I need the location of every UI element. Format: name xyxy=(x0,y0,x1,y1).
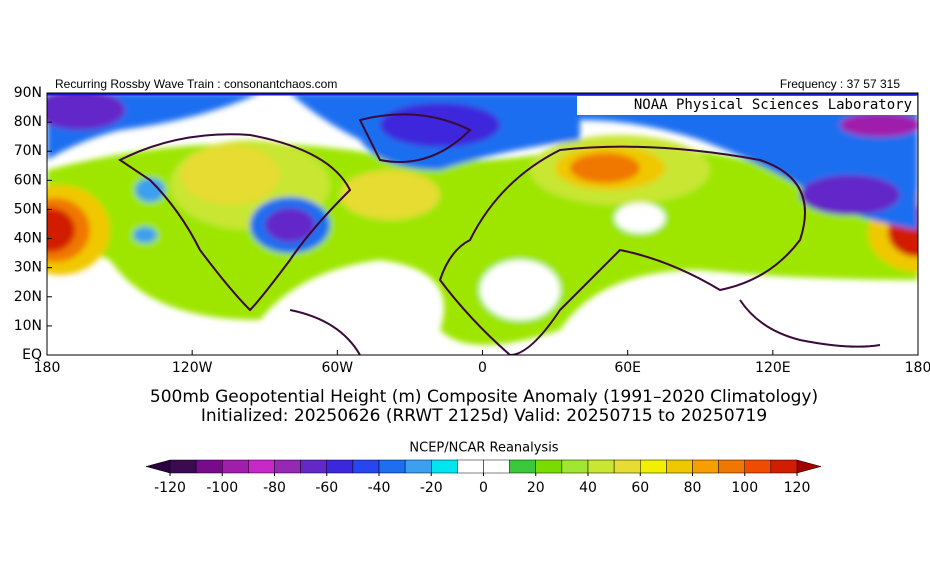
lat-tick-label: EQ xyxy=(22,347,42,363)
lat-tick-label: 90N xyxy=(14,85,42,101)
lat-tick-label: 30N xyxy=(14,260,42,276)
lat-tick-label: 60N xyxy=(14,172,42,188)
colorbar-box xyxy=(666,459,693,474)
lon-tick-label: 60E xyxy=(614,360,641,376)
lon-tick-label: 60W xyxy=(321,360,353,376)
colorbar-box xyxy=(300,459,327,474)
colorbar-tick-label: -20 xyxy=(420,480,443,496)
colorbar-box xyxy=(222,459,249,474)
colorbar-tick-label: 40 xyxy=(579,480,597,496)
colorbar-tick-label: -40 xyxy=(368,480,391,496)
colorbar-box xyxy=(195,459,223,474)
lon-tick-label: 180 xyxy=(905,360,930,376)
colorbar-box xyxy=(770,459,798,474)
lab-label: NOAA Physical Sciences Laboratory xyxy=(634,97,912,113)
colorbar-box xyxy=(509,459,536,474)
colorbar-box xyxy=(483,459,510,474)
colorbar-tick-label: 100 xyxy=(731,480,758,496)
colorbar-box xyxy=(404,459,432,474)
title-line2: Initialized: 20250626 (RRWT 2125d) Valid… xyxy=(201,406,767,426)
title-line1: 500mb Geopotential Height (m) Composite … xyxy=(150,387,818,407)
colorbar-tick-label: -80 xyxy=(263,480,286,496)
colorbar-box xyxy=(744,459,772,474)
lon-tick-label: 0 xyxy=(478,360,487,376)
colorbar-box xyxy=(378,459,406,474)
colorbar-box xyxy=(640,459,667,474)
lat-tick-label: 70N xyxy=(14,143,42,159)
colorbar-under xyxy=(145,459,171,474)
colorbar-box xyxy=(352,459,380,474)
colorbar-box xyxy=(561,459,589,474)
lab-box xyxy=(577,96,917,115)
colorbar-box xyxy=(613,459,641,474)
map-field xyxy=(47,93,918,355)
colorbar-tick-label: -60 xyxy=(315,480,338,496)
lat-tick-label: 20N xyxy=(14,289,42,305)
colorbar-box xyxy=(692,459,719,474)
lon-tick-label: 180 xyxy=(34,360,61,376)
colorbar-box xyxy=(431,459,458,474)
lat-tick-label: 10N xyxy=(14,318,42,334)
lon-tick-label: 120W xyxy=(172,360,213,376)
colorbar-tick-label: 80 xyxy=(684,480,702,496)
colorbar-tick-label: 0 xyxy=(479,480,488,496)
colorbar-over xyxy=(796,459,822,474)
lat-tick-label: 80N xyxy=(14,114,42,130)
colorbar-box xyxy=(587,459,615,474)
header-left: Recurring Rossby Wave Train : consonantc… xyxy=(55,77,337,91)
colorbar-tick-label: 120 xyxy=(784,480,811,496)
colorbar-source: NCEP/NCAR Reanalysis xyxy=(409,441,558,456)
lat-tick-label: 40N xyxy=(14,231,42,247)
colorbar-box xyxy=(457,459,484,474)
colorbar-box xyxy=(718,459,745,474)
colorbar-box xyxy=(274,459,301,474)
colorbar-tick-label: 60 xyxy=(631,480,649,496)
lat-tick-label: 50N xyxy=(14,201,42,217)
colorbar-box xyxy=(326,459,354,474)
colorbar-tick-label: 20 xyxy=(527,480,545,496)
colorbar-tick-label: -100 xyxy=(206,480,238,496)
colorbar-box xyxy=(535,459,563,474)
colorbar-box xyxy=(169,459,197,474)
header-right: Frequency : 37 57 315 xyxy=(780,77,900,91)
lon-tick-label: 120E xyxy=(755,360,791,376)
colorbar-box xyxy=(248,459,275,474)
colorbar-tick-label: -120 xyxy=(154,480,186,496)
